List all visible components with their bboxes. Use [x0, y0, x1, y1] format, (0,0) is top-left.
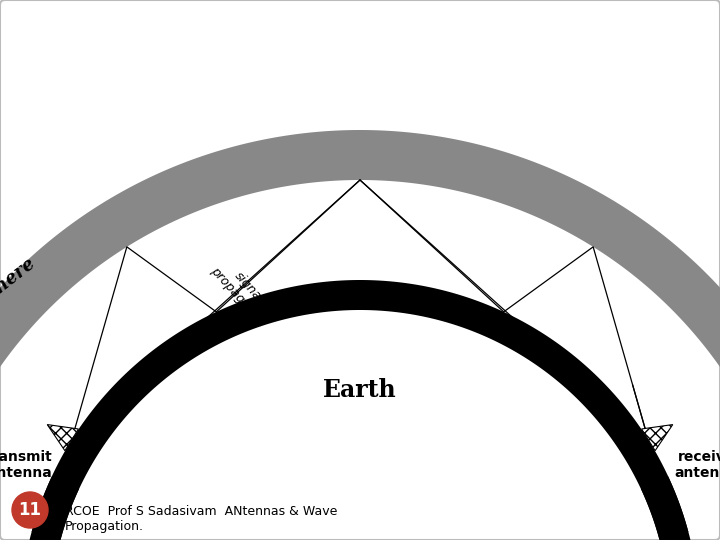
Text: receive
antenna: receive antenna [674, 450, 720, 480]
Polygon shape [48, 424, 78, 451]
Text: transmit
antenna: transmit antenna [0, 450, 53, 480]
Text: RCOE  Prof S Sadasivam  ANtennas & Wave
Propagation.: RCOE Prof S Sadasivam ANtennas & Wave Pr… [65, 505, 338, 533]
Polygon shape [641, 476, 700, 540]
Polygon shape [20, 476, 79, 540]
Text: signal
propagation: signal propagation [208, 254, 279, 329]
Text: Earth: Earth [323, 378, 397, 402]
Polygon shape [32, 280, 688, 540]
Circle shape [12, 492, 48, 528]
Text: Ionosphere: Ionosphere [0, 255, 40, 339]
Text: 11: 11 [19, 501, 42, 519]
Polygon shape [642, 424, 672, 451]
Polygon shape [0, 130, 720, 484]
